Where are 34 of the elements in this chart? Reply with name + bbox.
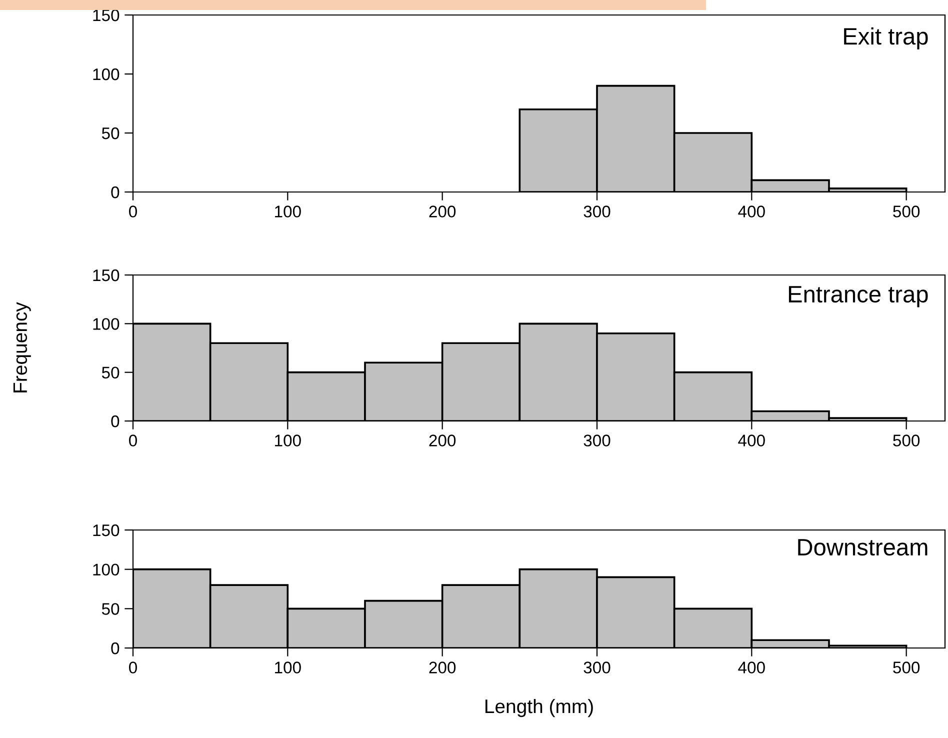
x-tick-label: 300 [584,434,610,446]
chart-title: Downstream [798,539,928,556]
x-tick-label: 100 [275,206,301,218]
x-tick-label: 300 [584,662,610,674]
y-tick-label: 150 [93,524,120,536]
y-tick-label: 100 [93,564,120,576]
y-tick-label: 0 [111,642,120,654]
y-tick-label: 150 [93,269,120,282]
y-tick-label: 50 [102,127,120,140]
x-tick-label: 0 [129,662,137,674]
x-tick-label: 500 [893,206,920,218]
x-tick-label: 400 [738,434,765,446]
y-tick-label: 100 [93,68,120,80]
x-tick-label: 500 [893,662,920,674]
x-tick-label: 0 [129,206,137,218]
y-tick-label: 0 [111,415,120,428]
x-tick-label: 300 [584,206,610,218]
y-tick-label: 50 [102,603,120,615]
x-tick-label: 500 [893,434,920,446]
x-tick-label: 100 [275,434,301,446]
y-tick-label: 0 [111,186,120,198]
x-tick-label: 200 [429,434,456,446]
y-axis-title: Frequency [13,302,31,392]
y-tick-label: 50 [102,366,120,379]
x-tick-label: 400 [738,206,765,218]
x-tick-label: 400 [738,662,765,674]
x-tick-label: 100 [275,662,301,674]
x-tick-label: 200 [429,206,456,218]
chart-title: Exit trap [844,27,928,50]
x-axis-title: Length (mm) [485,698,593,718]
x-tick-label: 200 [429,662,456,674]
y-tick-label: 100 [93,318,120,330]
chart-title: Entrance trap [788,286,928,308]
x-tick-label: 0 [129,434,137,446]
